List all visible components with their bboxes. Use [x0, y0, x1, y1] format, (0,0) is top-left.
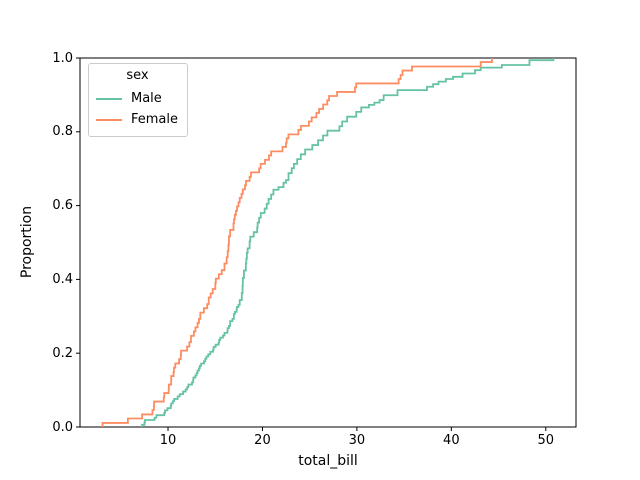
female-line-swatch [96, 118, 122, 121]
y-tick-label: 1.0 [52, 50, 73, 66]
x-tick-label: 20 [254, 433, 271, 448]
legend: sex Male Female [88, 63, 188, 137]
x-tick-label: 30 [348, 433, 366, 448]
legend-title: sex [126, 68, 149, 83]
x-axis-label: total_bill [298, 453, 358, 469]
legend-entry-male: Male [96, 88, 179, 109]
y-tick-label: 0.0 [52, 419, 73, 435]
female-ecdf-line [101, 58, 493, 427]
male-ecdf-line [141, 58, 555, 427]
y-tick-label: 0.8 [52, 124, 73, 140]
y-axis-label: Proportion [19, 205, 35, 279]
legend-label-male: Male [131, 91, 162, 106]
x-tick-label: 50 [537, 433, 555, 448]
y-tick-label: 0.2 [52, 345, 73, 361]
legend-label-female: Female [131, 112, 179, 127]
male-line-swatch [96, 97, 122, 100]
x-tick-label: 10 [159, 433, 177, 448]
y-tick-label: 0.4 [52, 271, 73, 287]
x-tick-label: 40 [443, 433, 460, 448]
legend-entry-female: Female [96, 109, 179, 130]
y-tick-label: 0.6 [52, 198, 73, 214]
axes-spines [79, 57, 577, 428]
